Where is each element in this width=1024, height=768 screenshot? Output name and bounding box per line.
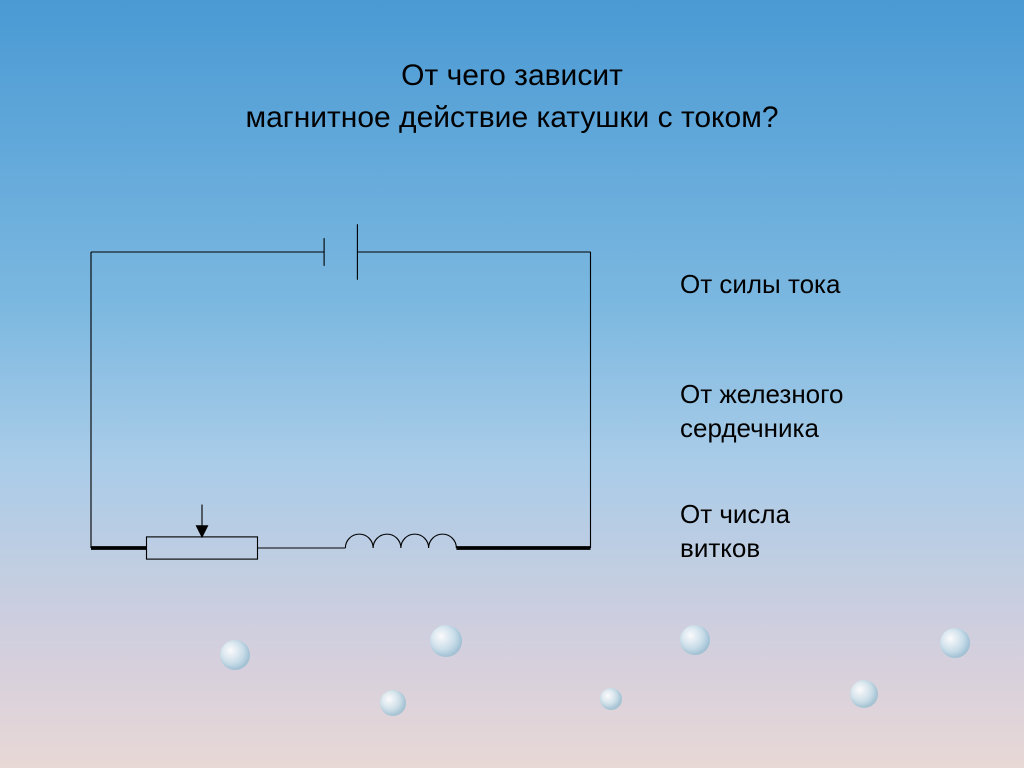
label-core-line-1: От железного (680, 379, 844, 409)
bubble (380, 690, 406, 716)
bubble (680, 625, 710, 655)
bubble (940, 628, 970, 658)
bubble (600, 688, 622, 710)
title-line-1: От чего зависит (401, 59, 623, 92)
label-turns: От числа витков (680, 498, 790, 566)
label-current: От силы тока (680, 268, 840, 302)
slide-title: От чего зависит магнитное действие катуш… (0, 0, 1024, 139)
bubble (220, 640, 250, 670)
bubble (850, 680, 878, 708)
label-core: От железного сердечника (680, 378, 844, 446)
label-turns-line-2: витков (680, 533, 760, 563)
bubble (430, 625, 462, 657)
label-turns-line-1: От числа (680, 499, 790, 529)
circuit-diagram (70, 215, 630, 585)
title-line-2: магнитное действие катушки с током? (245, 101, 778, 134)
label-core-line-2: сердечника (680, 413, 819, 443)
